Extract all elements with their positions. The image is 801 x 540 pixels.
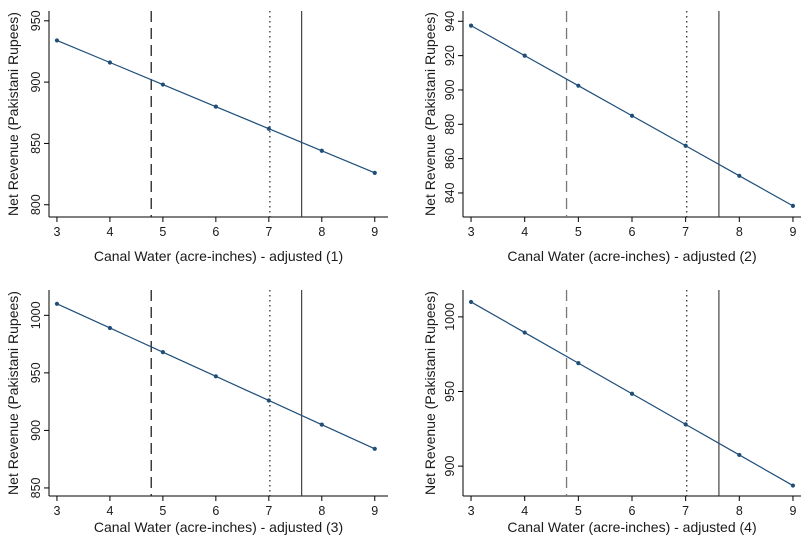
x-tick-label: 9 [789, 504, 796, 518]
y-axis-title: Net Revenue (Pakistani Rupees) [5, 12, 21, 216]
y-tick-label: 900 [443, 456, 457, 477]
data-point [629, 113, 635, 118]
y-tick-label: 940 [443, 11, 457, 32]
x-tick-label: 5 [159, 225, 166, 239]
x-tick-label: 9 [789, 225, 796, 239]
x-tick-label: 6 [212, 225, 219, 239]
y-axis-title: Net Revenue (Pakistani Rupees) [422, 291, 438, 495]
x-tick-label: 3 [468, 504, 475, 518]
data-point [576, 361, 581, 366]
data-point [629, 391, 635, 396]
data-point [107, 325, 113, 331]
y-tick-label: 950 [443, 381, 457, 402]
data-point [790, 203, 796, 208]
x-tick-label: 4 [106, 504, 113, 518]
y-tick-label: 1000 [29, 301, 43, 329]
data-point [319, 148, 324, 153]
x-tick-label: 9 [371, 225, 378, 239]
data-point [737, 173, 742, 178]
y-tick-label: 950 [29, 362, 43, 383]
x-axis-title: Canal Water (acre-inches) - adjusted (2) [507, 248, 756, 264]
y-tick-label: 950 [29, 10, 43, 31]
data-point [790, 483, 796, 488]
x-axis-title: Canal Water (acre-inches) - adjusted (1) [94, 248, 343, 264]
y-tick-label: 920 [443, 45, 457, 66]
y-tick-label: 800 [29, 194, 43, 215]
x-tick-label: 7 [265, 504, 272, 518]
y-tick-label: 850 [29, 477, 43, 498]
data-point [372, 446, 377, 451]
data-point [54, 301, 60, 306]
data-point [266, 126, 271, 131]
chart-panel-2: 3 4 5 6 7 8 9 840 860 880 900 920 940 Canal Water (ac… [422, 11, 801, 264]
y-axis-title: Net Revenue (Pakistani Rupees) [5, 291, 21, 495]
y-tick-label: 900 [29, 420, 43, 441]
x-tick-label: 4 [521, 225, 528, 239]
chart-panel-4: 3 4 5 6 7 8 9 900 950 1000 Canal Water (acre-inche… [422, 290, 801, 535]
data-point [213, 374, 218, 379]
data-point [683, 143, 688, 148]
x-tick-label: 3 [53, 504, 60, 518]
x-tick-label: 6 [212, 504, 219, 518]
data-point [683, 422, 688, 427]
data-point [266, 398, 271, 403]
x-tick-label: 8 [736, 225, 743, 239]
y-tick-label: 1000 [443, 303, 457, 331]
y-tick-label: 850 [29, 133, 43, 154]
x-tick-label: 9 [371, 504, 378, 518]
y-axis-title: Net Revenue (Pakistani Rupees) [422, 12, 438, 216]
x-tick-label: 7 [265, 225, 272, 239]
x-tick-label: 5 [159, 504, 166, 518]
x-tick-label: 6 [629, 225, 636, 239]
y-tick-label: 860 [443, 148, 457, 169]
data-point [737, 452, 742, 458]
x-axis-title: Canal Water (acre-inches) - adjusted (3) [94, 519, 343, 535]
data-point [213, 104, 218, 109]
x-tick-label: 3 [53, 225, 60, 239]
y-tick-label: 900 [443, 79, 457, 100]
chart-panel-3: 3 4 5 6 7 8 9 850 900 950 1000 Canal Water (acre-in… [5, 290, 388, 535]
x-tick-label: 8 [318, 225, 325, 239]
x-tick-label: 5 [575, 225, 582, 239]
data-point [522, 330, 527, 335]
data-point [576, 83, 581, 88]
data-point [54, 38, 60, 43]
x-tick-label: 8 [736, 504, 743, 518]
x-tick-label: 4 [521, 504, 528, 518]
x-tick-label: 6 [629, 504, 636, 518]
x-tick-label: 7 [682, 225, 689, 239]
data-point [468, 23, 474, 28]
data-point [468, 299, 474, 305]
data-point [160, 350, 165, 355]
x-tick-label: 4 [106, 225, 113, 239]
y-tick-label: 840 [443, 182, 457, 203]
data-point [107, 60, 113, 65]
x-tick-label: 7 [682, 504, 689, 518]
x-tick-label: 3 [468, 225, 475, 239]
x-tick-label: 5 [575, 504, 582, 518]
x-axis-title: Canal Water (acre-inches) - adjusted (4) [507, 519, 756, 535]
x-tick-label: 8 [318, 504, 325, 518]
y-tick-label: 900 [29, 72, 43, 93]
data-point [319, 422, 324, 427]
chart-panel-1: 3 4 5 6 7 8 9 800 850 900 950 Canal Water (acre-inc… [5, 10, 388, 264]
data-point [522, 53, 527, 58]
data-point [160, 82, 165, 87]
data-point [372, 170, 377, 175]
y-tick-label: 880 [443, 114, 457, 135]
